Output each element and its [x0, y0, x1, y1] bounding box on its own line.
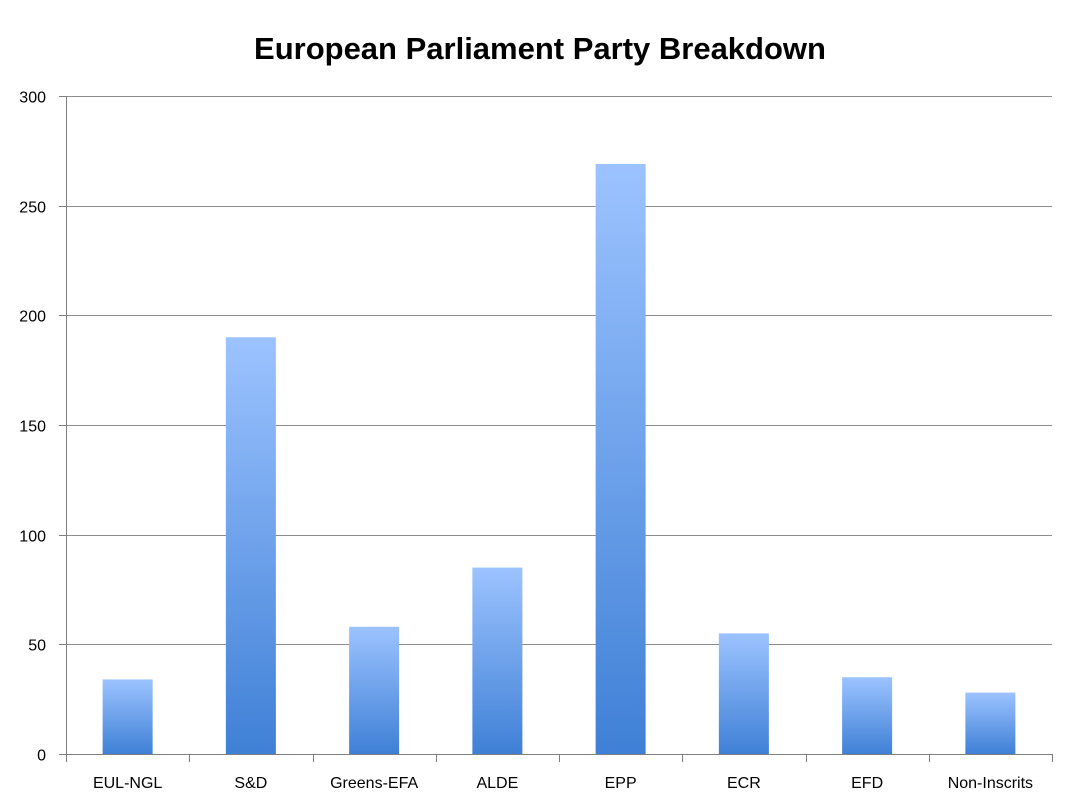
x-tick-label: Greens-EFA	[330, 775, 418, 792]
y-tick-label: 300	[19, 90, 46, 107]
axes	[59, 96, 1053, 762]
x-tick-labels: EUL-NGL S&D Greens-EFA ALDE EPP ECR EFD Non-Ins…	[93, 775, 1033, 792]
gridlines	[66, 96, 1052, 645]
y-tick-label: 0	[37, 748, 46, 765]
y-tick-label: 50	[28, 638, 46, 655]
chart-title: European Parliament Party Breakdown	[254, 31, 826, 66]
x-tick-label: EPP	[605, 775, 637, 792]
y-tick-label: 200	[19, 309, 46, 326]
x-tick-label: ALDE	[476, 775, 518, 792]
bar-s-d	[225, 337, 276, 754]
bar-alde	[472, 567, 523, 754]
y-tick-labels: 0 50 100 150 200 250 300	[19, 90, 46, 765]
bar-ecr	[718, 633, 769, 754]
x-tick-label: Non-Inscrits	[948, 775, 1033, 792]
x-tick-label: ECR	[727, 775, 761, 792]
x-tick-label: S&D	[234, 775, 267, 792]
bar-eul-ngl	[102, 679, 153, 754]
bar-greens-efa	[349, 626, 400, 754]
bar-epp	[595, 163, 646, 754]
y-tick-label: 100	[19, 529, 46, 546]
x-tick-label: EUL-NGL	[93, 775, 162, 792]
x-tick-label: EFD	[851, 775, 883, 792]
y-tick-label: 150	[19, 419, 46, 436]
bar-efd	[842, 677, 893, 754]
bar-non-inscrits	[965, 692, 1016, 754]
bars	[102, 163, 1016, 754]
y-tick-label: 250	[19, 200, 46, 217]
